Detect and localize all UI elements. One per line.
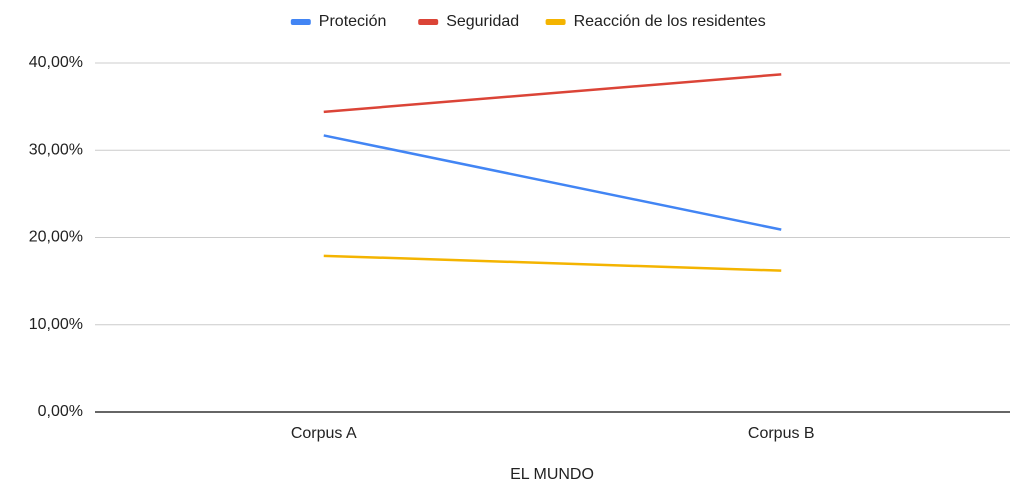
legend-label: Seguridad <box>446 13 519 30</box>
legend-swatch <box>545 19 566 25</box>
y-tick-label: 10,00% <box>29 316 83 333</box>
x-tick-label: Corpus A <box>291 425 357 442</box>
legend-swatch <box>290 19 311 25</box>
y-tick-label: 40,00% <box>29 54 83 71</box>
series-line <box>323 134 782 231</box>
x-axis-title: EL MUNDO <box>510 466 594 483</box>
legend-label: Reacción de los residentes <box>574 13 766 30</box>
series-line <box>323 73 782 114</box>
y-tick-label: 20,00% <box>29 229 83 246</box>
x-tick-label: Corpus B <box>748 425 815 442</box>
series-line <box>323 254 782 272</box>
y-tick-label: 30,00% <box>29 141 83 158</box>
legend-swatch <box>418 19 439 25</box>
legend-label: Proteción <box>319 13 387 30</box>
y-tick-label: 0,00% <box>38 403 83 420</box>
